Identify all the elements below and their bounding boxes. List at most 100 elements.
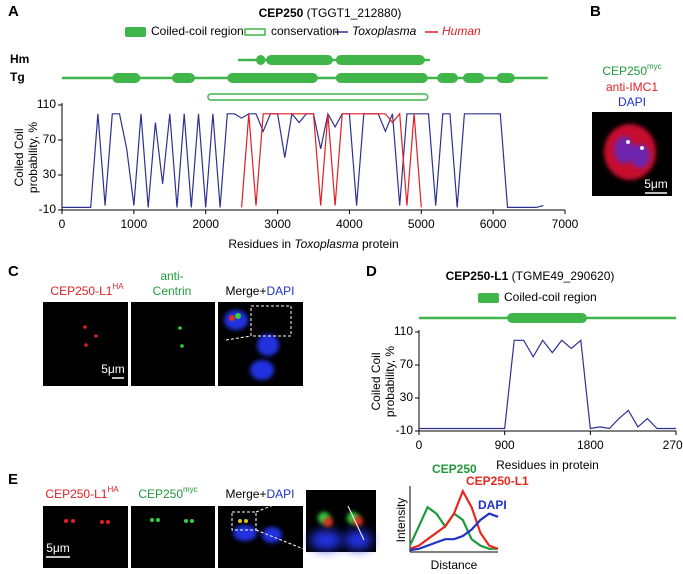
y-tick-label: 110 — [37, 97, 56, 111]
stain-label: CEP250myc — [138, 485, 197, 501]
micrograph-row — [43, 302, 303, 386]
scale-bar-label: 5μm — [644, 177, 668, 191]
x-axis-label: Distance — [431, 558, 478, 572]
legend-label: Coiled-coil region — [151, 24, 244, 38]
scale-bar-label: 5μm — [46, 541, 70, 555]
stain-name: DAPI — [267, 487, 295, 501]
y-tick-label: 30 — [43, 167, 57, 181]
coiled-coil-region — [335, 55, 425, 65]
series-label: DAPI — [478, 498, 507, 512]
y-axis-label: Intensity — [394, 498, 408, 543]
coiled-coil-region — [496, 73, 515, 83]
legend-swatch — [244, 28, 266, 36]
panel-label: D — [366, 263, 377, 280]
x-tick-label: 3000 — [264, 217, 291, 231]
stain-name: CEP250 — [138, 487, 183, 501]
x-tick-label: 1000 — [121, 217, 148, 231]
coiled-coil-region — [266, 55, 333, 65]
series-label: CEP250 — [432, 462, 477, 476]
coiled-coil-region — [112, 73, 141, 83]
stain-label: Centrin — [153, 284, 192, 298]
series-line — [241, 112, 422, 208]
y-axis-label: probability, % — [383, 346, 397, 417]
legend-label: Coiled-coil region — [504, 290, 597, 304]
stain-name: Merge+ — [225, 284, 266, 298]
stain-label: CEP250myc — [602, 62, 661, 78]
stain-label: anti- — [160, 269, 183, 283]
chart-title: CEP250 (TGGT1_212880) — [259, 6, 402, 20]
coiled-coil-region — [171, 73, 195, 83]
x-tick-label: 0 — [416, 438, 423, 452]
x-label-part: Residues in — [228, 237, 294, 251]
x-label-part: Toxoplasma — [294, 237, 359, 251]
stain-tag: HA — [112, 282, 124, 291]
panel-label: B — [590, 3, 601, 20]
y-axis-label: Coiled Coil — [12, 128, 26, 186]
series-line — [409, 488, 499, 550]
stain-name: CEP250-L1 — [45, 487, 107, 501]
panel-label: A — [8, 3, 19, 20]
scale-bar-label: 5μm — [101, 362, 125, 376]
title-id: (TGGT1_212880) — [307, 6, 402, 20]
coiled-coil-region — [335, 73, 428, 83]
x-tick-label: 7000 — [552, 217, 579, 231]
series-line — [409, 512, 499, 552]
x-axis-label: Residues in protein — [496, 458, 599, 472]
stain-name: CEP250 — [602, 64, 647, 78]
x-tick-label: 2000 — [192, 217, 219, 231]
title-id: (TGME49_290620) — [512, 269, 615, 283]
coiled-coil-region — [507, 313, 588, 323]
legend-swatch — [125, 27, 146, 37]
track-label: Tg — [10, 70, 25, 84]
track-label: Hm — [10, 52, 29, 66]
y-tick-label: 110 — [394, 324, 413, 338]
y-tick-label: 70 — [43, 132, 57, 146]
coiled-coil-region — [256, 55, 266, 65]
stain-label: CEP250-L1HA — [50, 282, 124, 298]
stain-label: Merge+DAPI — [225, 487, 294, 501]
legend-label: Toxoplasma — [352, 24, 417, 38]
series-line — [62, 112, 544, 208]
stain-label: Merge+DAPI — [225, 284, 294, 298]
y-tick-label: -10 — [396, 423, 414, 437]
y-axis-label: Coiled Coil — [369, 352, 383, 410]
stain-label: DAPI — [618, 95, 646, 109]
x-tick-label: 0 — [59, 217, 66, 231]
series-line — [419, 339, 676, 430]
stain-tag: myc — [183, 485, 198, 494]
legend-label: Human — [442, 24, 481, 38]
y-tick-label: 70 — [400, 357, 414, 371]
panel-label: C — [8, 263, 19, 280]
chart-title: CEP250-L1 (TGME49_290620) — [446, 269, 615, 283]
title-main: CEP250 — [259, 6, 304, 20]
x-axis-label: Residues in Toxoplasma protein — [228, 237, 398, 251]
panel-label: E — [8, 471, 18, 488]
legend-swatch — [478, 293, 499, 303]
micrograph — [592, 112, 672, 196]
series-label: CEP250-L1 — [466, 474, 529, 488]
x-label-part: protein — [359, 237, 399, 251]
x-tick-label: 5000 — [408, 217, 435, 231]
x-tick-label: 4000 — [336, 217, 363, 231]
x-tick-label: 900 — [495, 438, 515, 452]
micrograph-row — [43, 490, 376, 568]
y-tick-label: -10 — [39, 202, 57, 216]
x-tick-label: 1800 — [577, 438, 604, 452]
stain-label: anti-IMC1 — [606, 80, 658, 94]
y-tick-label: 30 — [400, 390, 414, 404]
x-tick-label: 6000 — [480, 217, 507, 231]
y-axis-label: probability, % — [26, 122, 40, 193]
title-main: CEP250-L1 — [446, 269, 509, 283]
coiled-coil-region — [437, 73, 458, 83]
conservation-box — [207, 93, 429, 101]
stain-tag: HA — [107, 485, 119, 494]
coiled-coil-region — [462, 73, 485, 83]
stain-tag: myc — [647, 62, 662, 71]
coiled-coil-region — [227, 73, 318, 83]
stain-name: DAPI — [267, 284, 295, 298]
stain-name: Merge+ — [225, 487, 266, 501]
legend-label: conservation — [271, 24, 339, 38]
stain-name: CEP250-L1 — [50, 284, 112, 298]
stain-label: CEP250-L1HA — [45, 485, 119, 501]
